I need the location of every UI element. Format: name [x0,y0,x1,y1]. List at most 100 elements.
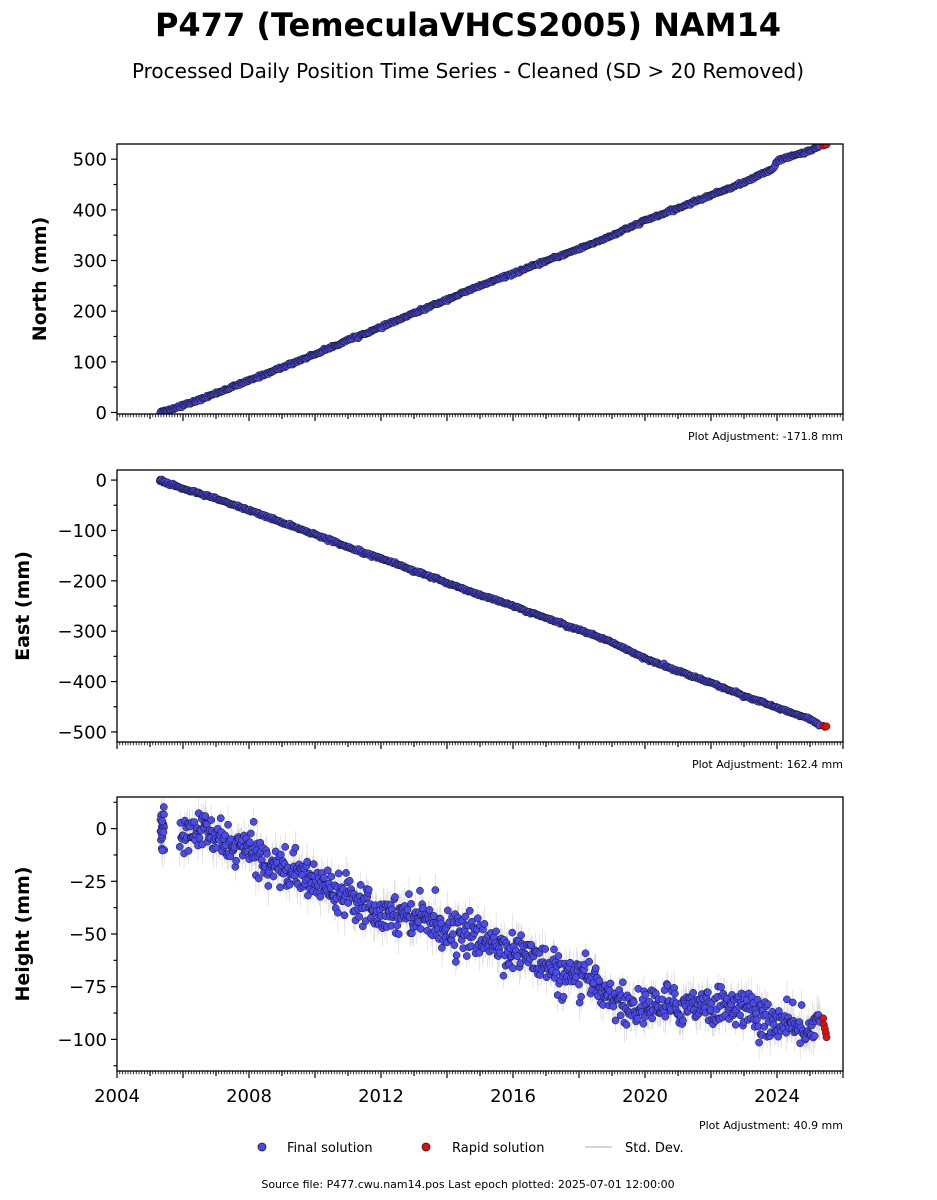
final-point [517,931,525,940]
final-point [405,890,413,898]
y-axis-label-north: North (mm) [29,217,51,342]
y-tick-label: −300 [58,622,107,643]
final-point [285,880,294,889]
rapid-points-east [819,722,831,731]
final-point [316,892,325,901]
axes-frame-east [116,469,844,743]
panel-north: 0 100 200 300 400 500 North (mm) Plot Adjustmen… [29,143,844,443]
final-point [616,1011,625,1020]
final-point [581,949,590,958]
final-point [572,973,580,982]
final-point [550,945,558,954]
panel-east: 0 −100 −200 −300 −400 −500 East (mm) Plot Adjus… [12,469,844,771]
final-point [639,1019,648,1028]
final-point [291,843,300,852]
final-point [246,829,255,838]
final-point [355,912,364,921]
final-point [527,941,536,949]
plot-adjustment-east: Plot Adjustment: 162.4 mm [692,758,843,771]
final-point [648,1014,657,1023]
final-point [419,904,427,913]
final-point [611,1016,620,1025]
final-point [552,968,561,977]
y-tick-label: −200 [58,571,107,592]
final-point [465,906,474,915]
rapid-points-north [819,144,831,150]
final-point [394,930,403,938]
final-point [438,944,446,952]
final-point [461,912,470,921]
final-point [334,869,343,878]
final-point [661,1012,670,1021]
final-point [158,817,167,826]
final-point [175,842,184,851]
final-point [364,885,373,894]
x-axis-east [116,742,844,749]
y-tick-label: 200 [73,302,107,323]
final-point [345,876,354,885]
final-point [221,831,229,840]
final-point [462,952,471,960]
final-point [254,874,263,883]
final-point [619,978,627,987]
final-point [566,958,574,967]
final-point [499,971,508,980]
figure-subtitle: Processed Daily Position Time Series - C… [132,59,804,83]
final-point [509,964,517,973]
final-point [492,927,500,936]
final-point [342,869,350,877]
final-point [195,834,204,842]
y-tick-label: 400 [73,200,107,221]
figure-title: P477 (TemeculaVHCS2005) NAM14 [155,6,781,44]
final-point [622,1021,631,1029]
final-points-north [156,144,824,414]
final-point [595,976,604,985]
final-point [633,1014,642,1023]
final-point [269,872,278,881]
y-tick-label: −100 [58,521,107,542]
final-point [344,899,353,907]
final-point [577,992,585,1001]
final-point [320,873,328,882]
final-point [276,883,284,892]
final-point [416,925,425,933]
final-point [327,872,336,881]
final-point [232,856,240,865]
final-point [416,886,424,895]
final-point [281,843,290,851]
final-point [246,838,254,847]
x-axis-north [116,414,844,421]
final-point [606,979,615,988]
final-point [201,812,210,820]
final-points-height [156,803,824,1048]
final-point [641,990,650,999]
y-tick-label: 0 [96,403,107,424]
final-point [184,847,193,855]
final-point [452,951,461,960]
final-point [249,817,258,826]
final-point [450,941,459,949]
y-axis-label-east: East (mm) [12,551,34,661]
plot-area-north [156,144,831,414]
final-point [393,921,402,930]
y-axis-north: 0 100 200 300 400 500 [73,150,117,424]
final-point [263,849,271,858]
y-tick-label: 500 [73,150,107,171]
final-point [323,866,332,875]
final-point [629,998,638,1007]
final-point [575,980,583,989]
final-point [340,911,349,920]
rapid-point [822,722,831,731]
y-tick-label: 100 [73,352,107,373]
final-point [554,952,563,960]
final-point [356,881,365,889]
final-point [264,882,273,890]
final-point [224,820,232,829]
final-point [158,846,167,855]
final-point [276,850,285,859]
final-point [303,857,312,866]
final-point [431,886,440,894]
final-point [391,893,399,901]
